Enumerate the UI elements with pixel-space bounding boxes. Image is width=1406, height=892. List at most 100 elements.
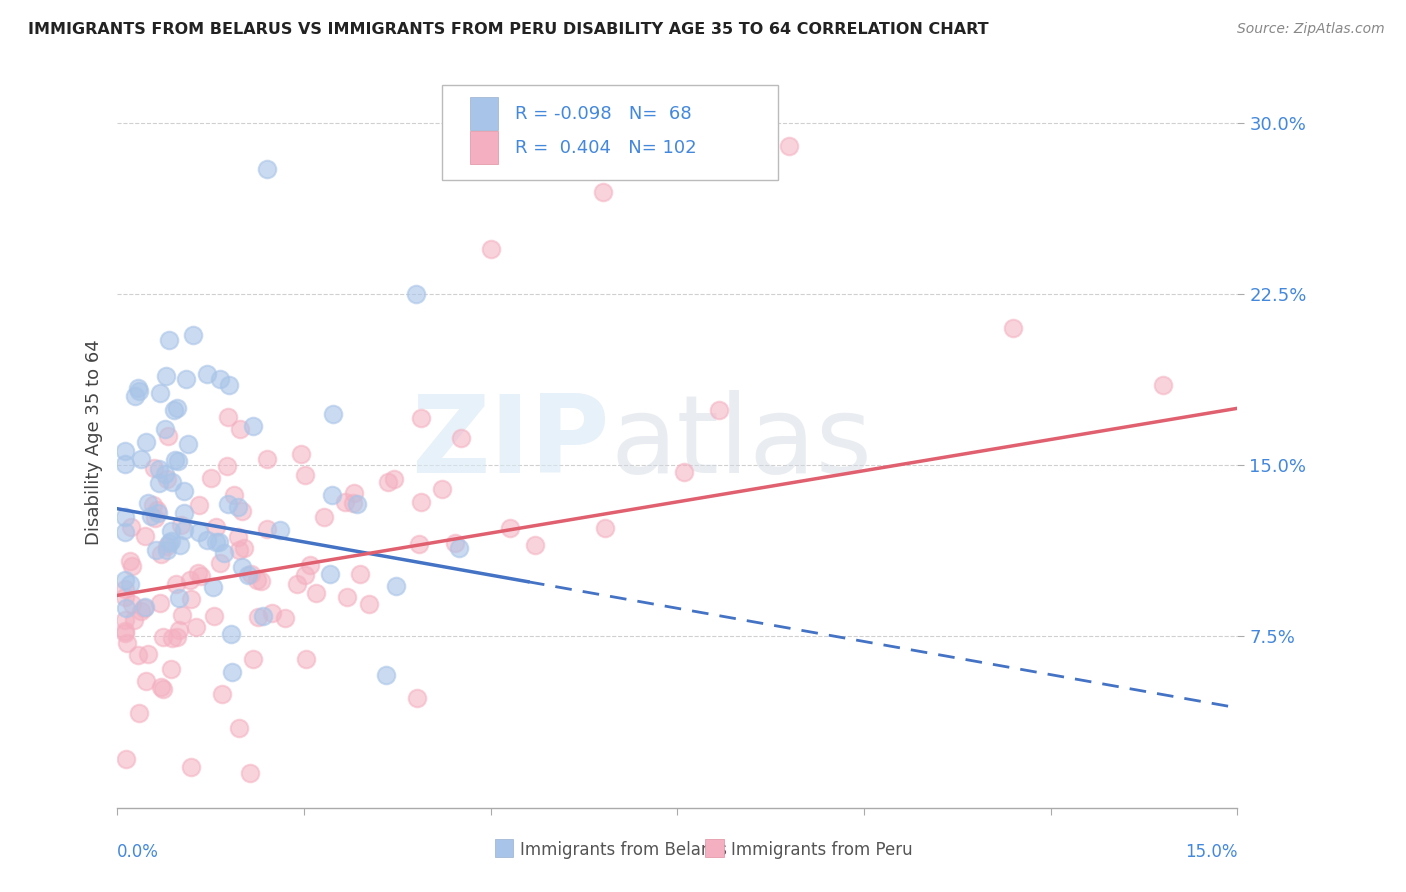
Point	[314, 510, 336, 524]
Point	[592, 185, 614, 199]
Point	[142, 498, 165, 512]
Point	[134, 529, 156, 543]
Point	[148, 461, 170, 475]
Point	[163, 403, 186, 417]
Point	[294, 652, 316, 666]
Point	[135, 673, 157, 688]
Point	[169, 538, 191, 552]
Point	[149, 386, 172, 401]
Point	[499, 521, 522, 535]
Point	[335, 494, 357, 508]
Point	[167, 623, 190, 637]
Point	[294, 568, 316, 582]
Point	[405, 287, 427, 301]
Point	[162, 632, 184, 646]
Point	[129, 604, 152, 618]
Point	[256, 161, 278, 176]
Point	[156, 472, 179, 486]
Point	[155, 422, 177, 436]
Point	[177, 437, 200, 451]
Point	[377, 475, 399, 489]
Point	[409, 410, 432, 425]
Point	[202, 609, 225, 624]
Point	[121, 559, 143, 574]
Text: IMMIGRANTS FROM BELARUS VS IMMIGRANTS FROM PERU DISABILITY AGE 35 TO 64 CORRELAT: IMMIGRANTS FROM BELARUS VS IMMIGRANTS FR…	[28, 22, 988, 37]
Text: ZIP: ZIP	[412, 390, 610, 496]
Point	[183, 328, 205, 343]
Point	[173, 483, 195, 498]
Point	[343, 486, 366, 500]
Point	[135, 434, 157, 449]
Point	[217, 410, 239, 425]
Point	[778, 139, 800, 153]
Point	[195, 367, 218, 381]
Point	[153, 467, 176, 482]
Point	[443, 536, 465, 550]
Point	[170, 607, 193, 622]
Point	[157, 429, 180, 443]
Point	[256, 451, 278, 466]
Point	[187, 566, 209, 581]
Point	[114, 510, 136, 524]
Point	[205, 520, 228, 534]
Point	[359, 597, 381, 611]
Point	[115, 636, 138, 650]
Point	[250, 574, 273, 588]
Point	[114, 625, 136, 640]
Y-axis label: Disability Age 35 to 64: Disability Age 35 to 64	[86, 340, 103, 545]
Point	[269, 523, 291, 537]
Point	[408, 537, 430, 551]
Text: Immigrants from Peru: Immigrants from Peru	[731, 841, 912, 859]
Point	[229, 422, 252, 436]
Point	[152, 630, 174, 644]
Point	[707, 402, 730, 417]
Text: Source: ZipAtlas.com: Source: ZipAtlas.com	[1237, 22, 1385, 37]
Point	[218, 378, 240, 392]
Point	[149, 547, 172, 561]
Point	[256, 522, 278, 536]
Point	[127, 648, 149, 662]
Text: R = -0.098   N=  68: R = -0.098 N= 68	[515, 105, 692, 123]
Point	[322, 407, 344, 421]
Point	[215, 458, 238, 473]
Point	[136, 496, 159, 510]
Point	[155, 369, 177, 384]
Point	[160, 533, 183, 548]
Point	[120, 553, 142, 567]
Point	[273, 611, 295, 625]
Point	[114, 582, 136, 596]
Point	[211, 687, 233, 701]
Point	[134, 599, 156, 614]
Point	[136, 648, 159, 662]
Point	[124, 389, 146, 403]
Point	[231, 560, 253, 574]
Point	[239, 765, 262, 780]
Point	[157, 536, 180, 550]
Point	[143, 511, 166, 525]
Point	[374, 668, 396, 682]
Point	[409, 494, 432, 508]
Point	[165, 576, 187, 591]
Point	[1152, 378, 1174, 392]
Point	[290, 447, 312, 461]
Point	[321, 488, 343, 502]
Text: R =  0.404   N= 102: R = 0.404 N= 102	[515, 138, 696, 156]
Point	[180, 592, 202, 607]
Point	[114, 574, 136, 588]
Point	[148, 475, 170, 490]
Point	[146, 503, 169, 517]
Point	[132, 600, 155, 615]
Point	[228, 721, 250, 735]
Point	[1002, 321, 1025, 335]
Point	[349, 566, 371, 581]
Point	[173, 506, 195, 520]
Point	[114, 443, 136, 458]
Point	[156, 539, 179, 553]
Point	[593, 521, 616, 535]
Point	[382, 472, 405, 486]
Point	[176, 372, 198, 386]
Point	[165, 453, 187, 467]
Text: Immigrants from Belarus: Immigrants from Belarus	[520, 841, 727, 859]
Point	[294, 467, 316, 482]
Point	[159, 333, 181, 347]
